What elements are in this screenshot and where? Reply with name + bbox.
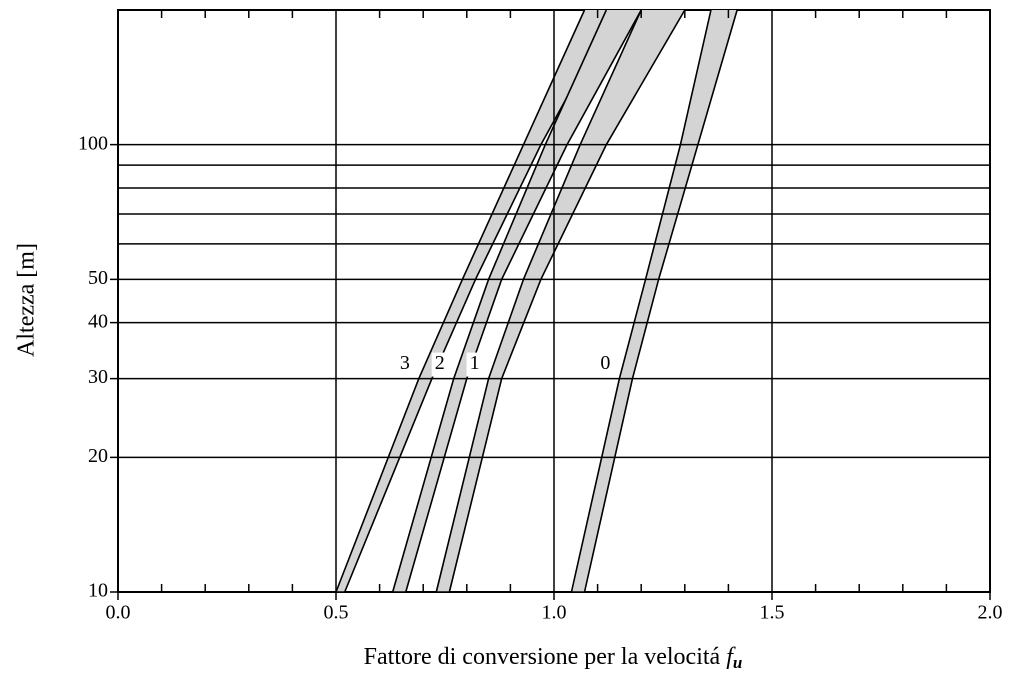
y-tick-label: 40 (88, 310, 108, 332)
band-fill (436, 10, 685, 592)
band-label: 0 (600, 352, 610, 374)
band-label: 1 (470, 352, 480, 374)
band-label: 2 (435, 352, 445, 374)
x-tick-label: 0.0 (106, 602, 131, 624)
y-tick-label: 10 (88, 580, 108, 602)
band-label-bg (396, 352, 413, 377)
x-axis-label: Fattore di conversione per la velocitá f… (364, 644, 743, 672)
band-label-bg (431, 352, 448, 377)
y-axis-label: Altezza [m] (14, 243, 40, 357)
x-axis-subscript: u (733, 653, 742, 672)
x-axis-symbol: f (726, 644, 736, 670)
x-tick-label: 0.5 (324, 602, 349, 624)
band-label-bg (466, 352, 483, 377)
x-tick-label: 2.0 (978, 602, 1003, 624)
x-tick-label: 1.5 (760, 602, 785, 624)
band-fill (392, 10, 642, 592)
y-tick-label: 50 (88, 267, 108, 289)
x-axis-label-text: Fattore di conversione per la velocitá (364, 644, 721, 670)
band-fill (571, 10, 738, 592)
y-tick-label: 30 (88, 366, 108, 388)
x-tick-label: 1.0 (542, 602, 567, 624)
band-fill (336, 10, 616, 592)
band-label-bg (597, 352, 614, 377)
band-label: 3 (400, 352, 410, 374)
y-tick-label: 100 (78, 132, 108, 154)
y-tick-label: 20 (88, 445, 108, 467)
